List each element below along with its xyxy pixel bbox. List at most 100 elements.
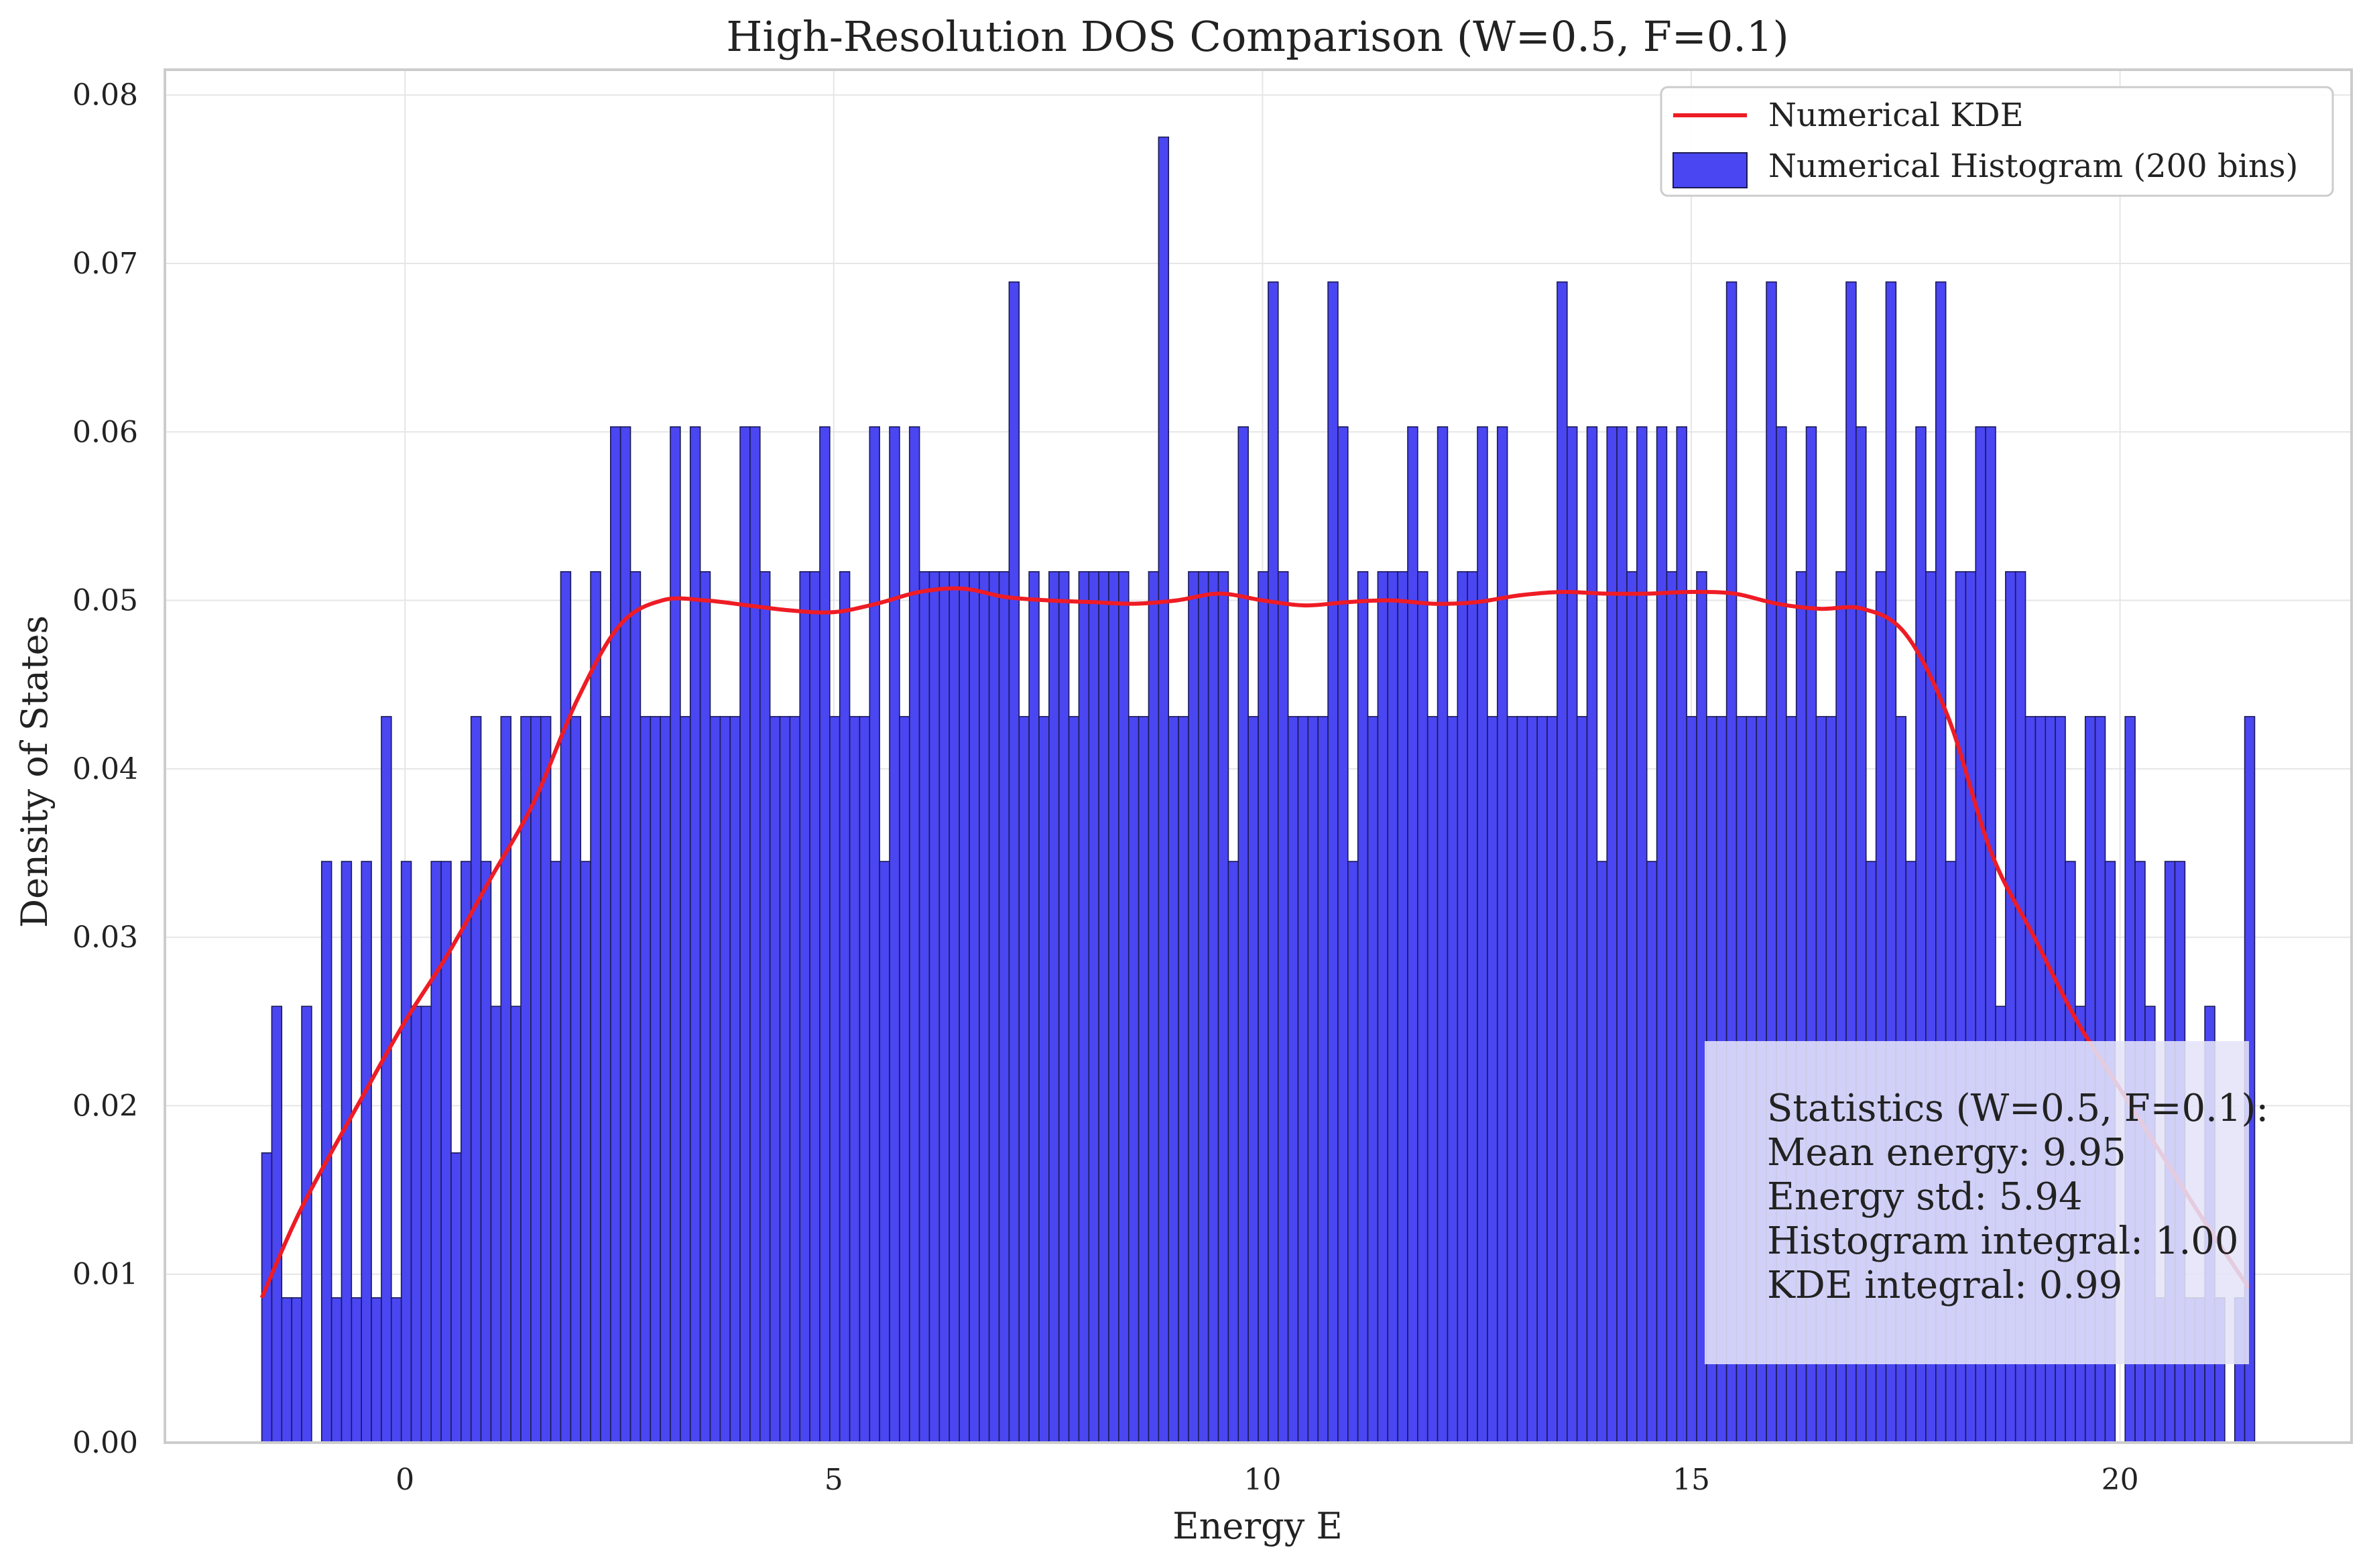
histogram-bar: [1038, 716, 1050, 1443]
legend: Numerical KDE Numerical Histogram (200 b…: [1660, 86, 2334, 197]
histogram-bar: [1566, 426, 1578, 1443]
histogram-bar: [869, 426, 880, 1443]
histogram-bar: [450, 1152, 462, 1443]
histogram-bar: [889, 426, 900, 1443]
histogram-bar: [1557, 281, 1568, 1443]
histogram-bar: [1686, 716, 1697, 1443]
histogram-bar: [1437, 426, 1449, 1443]
histogram-bar: [1248, 716, 1259, 1443]
histogram-bar: [1447, 716, 1459, 1443]
histogram-bar: [1268, 281, 1279, 1443]
histogram-bar: [301, 1006, 312, 1443]
histogram-bar: [938, 571, 951, 1443]
histogram-bar: [1148, 571, 1160, 1443]
histogram-bar: [1626, 571, 1638, 1443]
histogram-bar: [430, 861, 442, 1443]
histogram-bar: [1457, 571, 1468, 1443]
histogram-bar: [1048, 571, 1060, 1443]
histogram-bar: [580, 861, 591, 1443]
histogram-bar: [799, 571, 810, 1443]
histogram-bar: [1496, 426, 1508, 1443]
histogram-bar: [779, 716, 791, 1443]
histogram-bar: [480, 861, 492, 1443]
histogram-bar: [1088, 571, 1099, 1443]
histogram-bar: [361, 861, 372, 1443]
stats-line: KDE integral: 0.99: [1767, 1264, 2122, 1307]
histogram-bar: [1616, 426, 1628, 1443]
histogram-bar: [1387, 571, 1398, 1443]
histogram-bar: [660, 716, 671, 1443]
histogram-bar: [560, 571, 572, 1443]
histogram-bar: [699, 571, 711, 1443]
histogram-bar: [839, 571, 851, 1443]
histogram-bar: [1297, 716, 1309, 1443]
histogram-bar: [1426, 716, 1439, 1443]
histogram-bar: [1417, 571, 1428, 1443]
histogram-bar: [1506, 716, 1518, 1443]
histogram-bar: [590, 571, 601, 1443]
histogram-bar: [600, 716, 611, 1443]
histogram-bar: [1546, 716, 1558, 1443]
histogram-bar: [829, 716, 841, 1443]
chart-title: High-Resolution DOS Comparison (W=0.5, F…: [726, 12, 1788, 61]
kde-line: [259, 586, 2250, 1299]
histogram-bar: [918, 571, 930, 1443]
histogram-bar: [719, 716, 731, 1443]
histogram-bar: [1576, 716, 1588, 1443]
histogram-bar: [500, 716, 511, 1443]
histogram-bar: [1018, 716, 1030, 1443]
histogram-bar: [959, 571, 970, 1443]
y-tick-label: 0.00: [72, 1426, 138, 1460]
histogram-bar: [1377, 571, 1389, 1443]
legend-box: [1660, 86, 2334, 197]
histogram-bar: [859, 716, 871, 1443]
histogram-bar: [769, 716, 781, 1443]
histogram-bar: [908, 426, 920, 1443]
x-tick-label: 10: [1243, 1463, 1281, 1497]
histogram-bar: [1198, 571, 1209, 1443]
histogram-bar: [1586, 426, 1598, 1443]
histogram-bar: [1178, 716, 1189, 1443]
histogram-bar: [1258, 571, 1269, 1443]
x-tick-labels: 0 5 10 15 20: [396, 1463, 2138, 1497]
histogram-bar: [1227, 861, 1239, 1443]
x-tick-label: 5: [825, 1463, 843, 1497]
histogram-bar: [1487, 716, 1498, 1443]
histogram-bar: [1606, 426, 1618, 1443]
legend-histogram-swatch: [1673, 152, 1748, 188]
histogram-bar: [749, 426, 761, 1443]
histogram-bar: [1407, 426, 1418, 1443]
histogram-bar: [1058, 571, 1070, 1443]
histogram-bar: [819, 426, 831, 1443]
histogram-bar: [341, 861, 353, 1443]
histogram-bar: [1207, 571, 1219, 1443]
histogram-bar: [400, 861, 412, 1443]
histogram-bar: [490, 1006, 502, 1443]
y-tick-label: 0.04: [72, 752, 138, 786]
histogram-bar: [540, 716, 552, 1443]
y-tick-label: 0.06: [72, 415, 138, 449]
histogram-bar: [371, 1297, 382, 1443]
histogram-bar: [1188, 571, 1199, 1443]
histogram-bar: [1307, 716, 1319, 1443]
histogram-bar: [1317, 716, 1329, 1443]
x-tick-label: 15: [1673, 1463, 1710, 1497]
histogram-bar: [949, 571, 960, 1443]
histogram-bar: [988, 571, 1000, 1443]
x-axis-label: Energy E: [1172, 1505, 1343, 1547]
plot-frame: [164, 68, 2353, 1444]
histogram-bar: [1108, 571, 1119, 1443]
histogram-bar: [1477, 426, 1488, 1443]
histogram-bar: [1656, 426, 1668, 1443]
y-tick-label: 0.01: [72, 1258, 138, 1292]
histogram-bar: [1397, 571, 1408, 1443]
histogram-bar: [1068, 716, 1080, 1443]
histogram-bar: [291, 1297, 302, 1443]
histogram-bar: [1646, 861, 1658, 1443]
stats-box-background: [1705, 1041, 2249, 1364]
histogram-bar: [1277, 571, 1289, 1443]
histogram-bar: [1666, 571, 1678, 1443]
histogram-bar: [530, 716, 542, 1443]
histogram-bar: [619, 426, 631, 1443]
